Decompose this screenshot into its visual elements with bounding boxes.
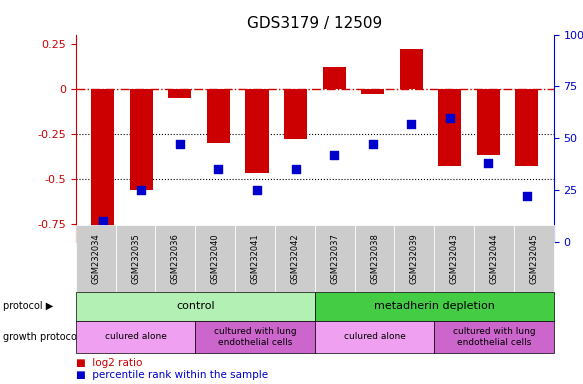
Bar <box>322 67 346 89</box>
Bar <box>477 89 500 156</box>
Text: protocol ▶: protocol ▶ <box>3 301 53 311</box>
Point <box>406 121 416 127</box>
Bar <box>207 89 230 143</box>
Point <box>252 187 262 193</box>
Text: culured alone: culured alone <box>104 333 167 341</box>
Point <box>98 218 107 224</box>
Bar <box>438 89 461 166</box>
Point <box>445 114 454 121</box>
Text: GSM232045: GSM232045 <box>529 233 539 283</box>
Text: control: control <box>176 301 215 311</box>
Text: cultured with lung
endothelial cells: cultured with lung endothelial cells <box>453 327 535 347</box>
Point <box>136 187 146 193</box>
Text: cultured with lung
endothelial cells: cultured with lung endothelial cells <box>214 327 296 347</box>
Bar <box>361 89 384 94</box>
Bar <box>245 89 269 174</box>
Text: GSM232042: GSM232042 <box>290 233 300 283</box>
Text: ■  log2 ratio: ■ log2 ratio <box>76 358 142 368</box>
Point <box>214 166 223 172</box>
Bar <box>130 89 153 190</box>
Text: GSM232043: GSM232043 <box>449 233 459 284</box>
Point <box>329 152 339 158</box>
Text: ■  percentile rank within the sample: ■ percentile rank within the sample <box>76 370 268 380</box>
Text: GSM232035: GSM232035 <box>131 233 140 284</box>
Point <box>175 141 185 147</box>
Bar <box>399 49 423 89</box>
Point <box>368 141 377 147</box>
Point <box>291 166 300 172</box>
Text: GSM232038: GSM232038 <box>370 233 379 284</box>
Text: metadherin depletion: metadherin depletion <box>374 301 495 311</box>
Bar <box>168 89 191 98</box>
Bar <box>284 89 307 139</box>
Text: GSM232036: GSM232036 <box>171 233 180 284</box>
Text: GSM232044: GSM232044 <box>490 233 498 283</box>
Point <box>484 160 493 166</box>
Text: GSM232039: GSM232039 <box>410 233 419 284</box>
Point <box>522 193 532 199</box>
Text: culured alone: culured alone <box>343 333 406 341</box>
Text: growth protocol ▶: growth protocol ▶ <box>3 332 90 342</box>
Text: GSM232040: GSM232040 <box>210 233 220 283</box>
Text: GSM232041: GSM232041 <box>251 233 259 283</box>
Bar <box>91 89 114 229</box>
Text: GSM232037: GSM232037 <box>330 233 339 284</box>
Bar <box>515 89 539 166</box>
Text: GSM232034: GSM232034 <box>91 233 100 284</box>
Title: GDS3179 / 12509: GDS3179 / 12509 <box>247 16 382 31</box>
